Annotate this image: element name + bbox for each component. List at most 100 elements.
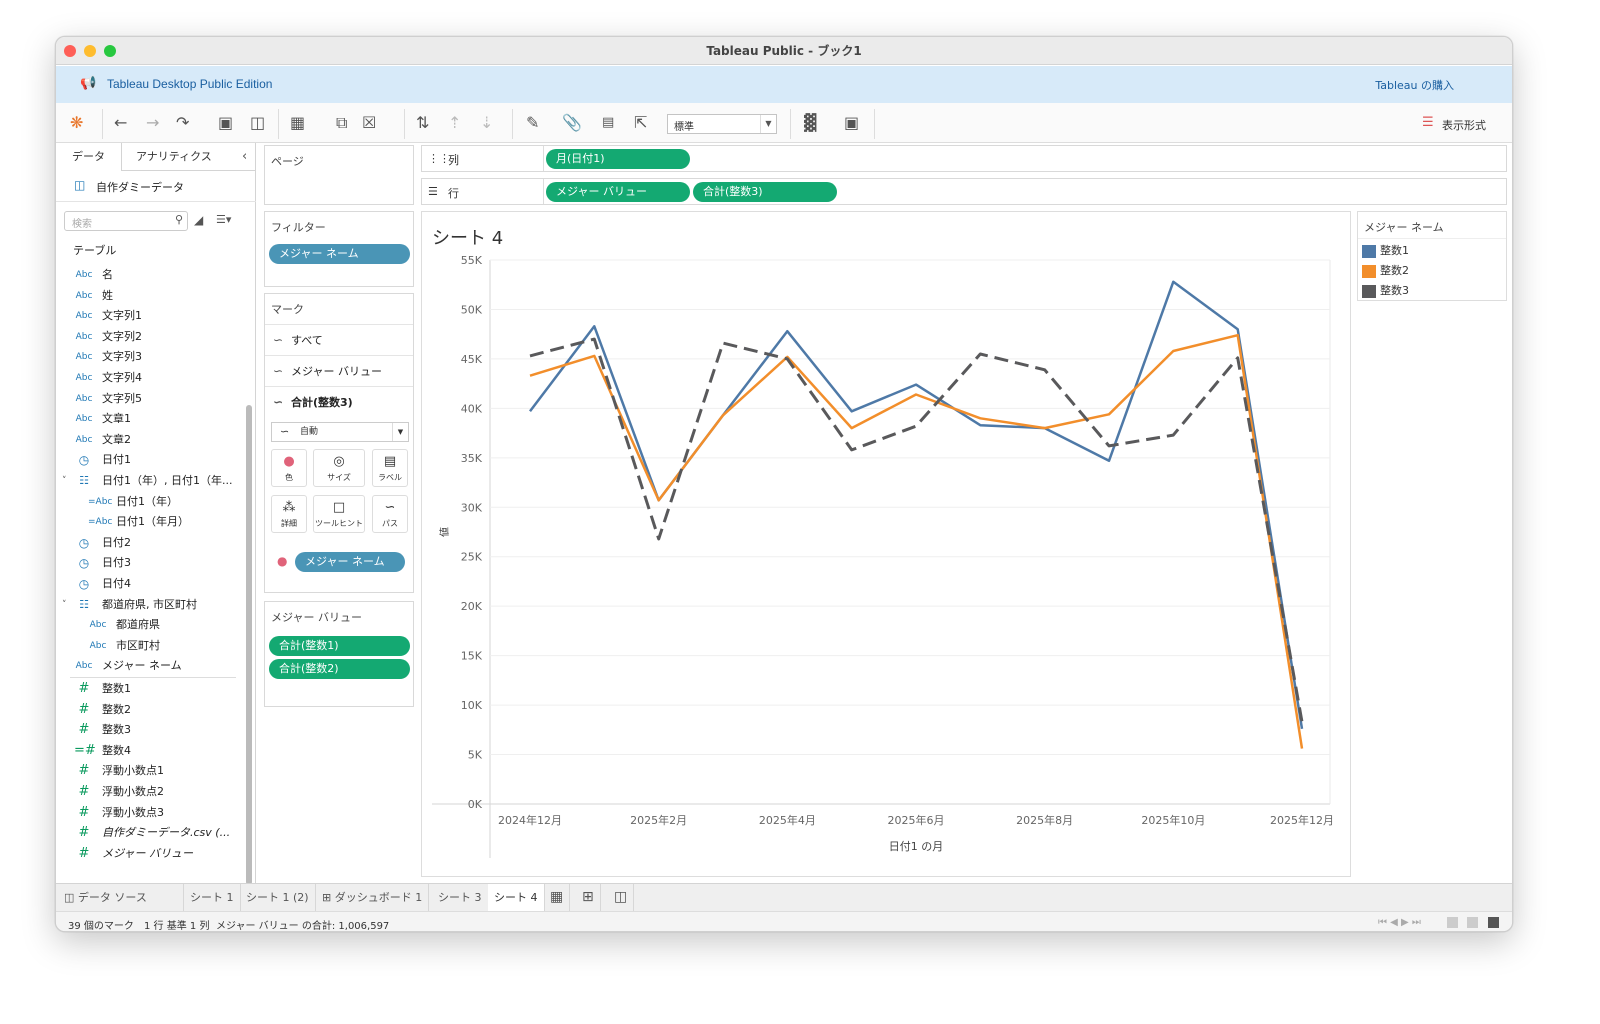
field-item[interactable]: # 浮動小数点2 bbox=[56, 782, 241, 802]
chevron-down-icon[interactable]: ˅ bbox=[62, 599, 67, 610]
field-item[interactable]: Abc 文章1 bbox=[56, 409, 241, 429]
new-story-tab-icon[interactable]: ◫ bbox=[608, 884, 635, 912]
legend-item-int1[interactable]: 整数1 bbox=[1362, 243, 1409, 261]
field-item[interactable]: =Abc 日付1（年月） bbox=[56, 512, 241, 532]
line-chart[interactable]: 0K 5K 10K 15K 20K 25K 30K 35K 40K 45K 50K 55K 2024年1… bbox=[422, 212, 1350, 876]
field-item[interactable]: Abc 文字列5 bbox=[56, 389, 241, 409]
rows-pill-measure-values[interactable]: メジャー バリュー bbox=[546, 182, 690, 202]
rows-shelf[interactable]: ☰ 行 メジャー バリュー 合計(整数3) bbox=[421, 178, 1507, 205]
measure-pill-sum-int1[interactable]: 合計(整数1) bbox=[269, 636, 410, 656]
new-datasource-icon[interactable]: ◫ bbox=[250, 113, 266, 132]
marks-row-measure-values[interactable]: ∽ メジャー バリュー bbox=[265, 355, 413, 386]
field-item[interactable]: Abc 都道府県 bbox=[56, 615, 241, 635]
size-button[interactable]: ◎ サイズ bbox=[313, 449, 365, 487]
field-item[interactable]: Abc メジャー ネーム bbox=[56, 656, 241, 676]
tab-sheet1[interactable]: シート 1 bbox=[184, 884, 241, 912]
field-list-scrollbar[interactable] bbox=[246, 405, 252, 885]
filter-icon[interactable]: ◢ bbox=[194, 213, 204, 227]
field-item[interactable]: Abc 文字列2 bbox=[56, 327, 241, 347]
field-item[interactable]: # メジャー バリュー bbox=[56, 844, 241, 864]
group-icon[interactable]: 📎 bbox=[562, 113, 582, 132]
field-item[interactable]: =# 整数4 bbox=[56, 741, 241, 761]
field-item[interactable]: ◷ 日付4 bbox=[56, 574, 241, 594]
zoom-window-button[interactable] bbox=[104, 45, 116, 57]
duplicate-sheet-icon[interactable]: ⧉ bbox=[336, 113, 348, 132]
field-item[interactable]: ˅ ☷ 日付1（年）, 日付1（年... bbox=[56, 471, 241, 491]
show-me-button[interactable]: 表示形式 bbox=[1442, 119, 1486, 132]
close-window-button[interactable] bbox=[64, 45, 76, 57]
field-item[interactable]: Abc 姓 bbox=[56, 286, 241, 306]
pages-card[interactable]: ページ bbox=[264, 145, 414, 205]
view-options-icon[interactable]: ☰▾ bbox=[216, 213, 232, 226]
field-item[interactable]: Abc 文章2 bbox=[56, 430, 241, 450]
series-line-整数2[interactable] bbox=[529, 333, 1304, 749]
filters-card[interactable]: フィルター メジャー ネーム bbox=[264, 211, 414, 287]
datasource-name[interactable]: 自作ダミーデータ bbox=[96, 181, 184, 194]
field-item[interactable]: Abc 名 bbox=[56, 265, 241, 285]
tooltip-button[interactable]: □ ツールヒント bbox=[313, 495, 365, 533]
field-item[interactable]: # 整数3 bbox=[56, 720, 241, 740]
field-item[interactable]: ◷ 日付1 bbox=[56, 450, 241, 470]
swap-axes-icon[interactable]: ⇅ bbox=[416, 113, 430, 132]
field-item[interactable]: ˅ ☷ 都道府県, 市区町村 bbox=[56, 595, 241, 615]
replay-icon[interactable]: ↷ bbox=[176, 113, 190, 132]
undo-icon[interactable]: ← bbox=[114, 113, 128, 132]
field-item[interactable]: Abc 文字列4 bbox=[56, 368, 241, 388]
show-me-icon[interactable]: ☰ bbox=[1422, 115, 1434, 130]
legend-item-int2[interactable]: 整数2 bbox=[1362, 263, 1409, 281]
filter-pill-measure-names[interactable]: メジャー ネーム bbox=[269, 244, 410, 264]
marks-color-pill[interactable]: メジャー ネーム bbox=[295, 552, 405, 572]
show-labels-icon[interactable]: ▤ bbox=[602, 115, 615, 130]
redo-icon[interactable]: → bbox=[146, 113, 160, 132]
show-cards-icon[interactable]: ▓ bbox=[804, 113, 817, 132]
field-item[interactable]: # 浮動小数点1 bbox=[56, 761, 241, 781]
tab-sheet4[interactable]: シート 4 bbox=[488, 884, 545, 912]
new-worksheet-icon[interactable]: ▦ bbox=[290, 113, 306, 132]
tab-sheet3[interactable]: シート 3 bbox=[432, 884, 489, 912]
tab-data[interactable]: データ bbox=[56, 143, 122, 171]
field-item[interactable]: # 整数1 bbox=[56, 679, 241, 699]
series-line-整数3[interactable] bbox=[529, 337, 1304, 723]
single-view-icon[interactable] bbox=[1488, 917, 1499, 928]
color-button[interactable]: ● 色 bbox=[271, 449, 307, 487]
sort-descending-icon[interactable]: ⇣ bbox=[480, 113, 494, 132]
field-item[interactable]: ◷ 日付2 bbox=[56, 533, 241, 553]
sort-ascending-icon[interactable]: ⇡ bbox=[448, 113, 462, 132]
fit-dropdown[interactable]: 標準 ▼ bbox=[667, 114, 777, 134]
field-item[interactable]: ◷ 日付3 bbox=[56, 553, 241, 573]
marks-row-all[interactable]: ∽ すべて bbox=[265, 324, 413, 355]
field-item[interactable]: # 浮動小数点3 bbox=[56, 803, 241, 823]
tab-datasource[interactable]: ◫ データ ソース bbox=[56, 884, 184, 912]
columns-pill-month[interactable]: 月(日付1) bbox=[546, 149, 690, 169]
buy-tableau-link[interactable]: Tableau の購入 bbox=[1375, 79, 1454, 92]
label-button[interactable]: ▤ ラベル bbox=[372, 449, 408, 487]
tab-sheet1-2[interactable]: シート 1 (2) bbox=[240, 884, 316, 912]
tab-analytics[interactable]: アナリティクス bbox=[136, 150, 212, 163]
tab-dashboard1[interactable]: ⊞ ダッシュボード 1 bbox=[316, 884, 430, 912]
pin-icon[interactable]: ⇱ bbox=[634, 113, 648, 132]
field-item[interactable]: =Abc 日付1（年） bbox=[56, 492, 241, 512]
measure-pill-sum-int2[interactable]: 合計(整数2) bbox=[269, 659, 410, 679]
mark-type-dropdown[interactable]: ∽ 自動 ▼ bbox=[271, 422, 409, 442]
page-nav-icons[interactable]: ⏮ ◀ ▶ ⏭ bbox=[1378, 917, 1421, 928]
detail-button[interactable]: ⁂ 詳細 bbox=[271, 495, 307, 533]
field-item[interactable]: Abc 文字列1 bbox=[56, 306, 241, 326]
marks-row-sum-int3[interactable]: ∽ 合計(整数3) bbox=[265, 386, 413, 417]
field-search-input[interactable]: 検索 ⚲ bbox=[64, 211, 188, 231]
field-item[interactable]: # 自作ダミーデータ.csv (... bbox=[56, 823, 241, 843]
presentation-mode-icon[interactable]: ▣ bbox=[844, 113, 860, 132]
columns-shelf[interactable]: ⋮⋮⋮ 列 月(日付1) bbox=[421, 145, 1507, 172]
chevron-down-icon[interactable]: ˅ bbox=[62, 476, 67, 486]
tableau-logo-icon[interactable]: ❋ bbox=[70, 113, 84, 132]
new-dashboard-tab-icon[interactable]: ⊞ bbox=[576, 884, 601, 912]
list-view-icon[interactable] bbox=[1467, 917, 1478, 928]
rows-pill-sum-int3[interactable]: 合計(整数3) bbox=[693, 182, 837, 202]
legend-item-int3[interactable]: 整数3 bbox=[1362, 283, 1409, 301]
highlight-icon[interactable]: ✎ bbox=[526, 113, 540, 132]
minimize-window-button[interactable] bbox=[84, 45, 96, 57]
field-item[interactable]: Abc 文字列3 bbox=[56, 347, 241, 367]
collapse-panel-icon[interactable]: ‹ bbox=[242, 149, 248, 164]
grid-view-icon[interactable] bbox=[1447, 917, 1458, 928]
field-item[interactable]: Abc 市区町村 bbox=[56, 636, 241, 656]
path-button[interactable]: ∽ パス bbox=[372, 495, 408, 533]
